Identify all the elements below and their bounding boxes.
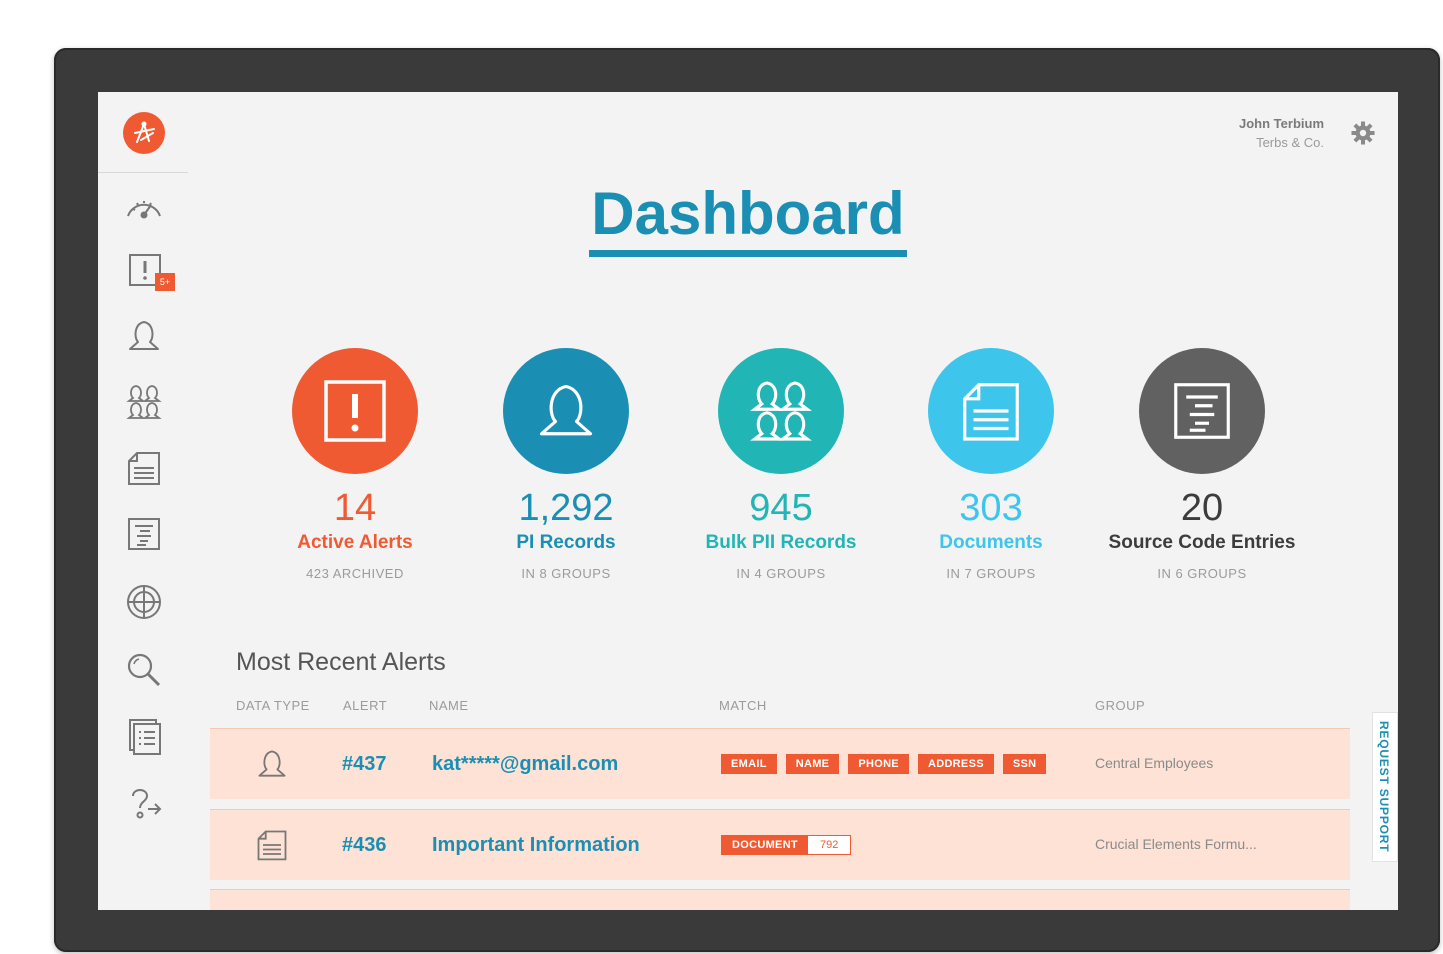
stat-value: 303 (959, 487, 1023, 529)
page-title: Dashboard (589, 182, 907, 257)
alert-name[interactable]: Important Information (432, 834, 640, 856)
sidebar-item-pi-records[interactable] (120, 314, 168, 358)
stat-circle (1139, 348, 1265, 474)
stat-label: Active Alerts (297, 532, 413, 553)
stat-value: 20 (1180, 487, 1224, 529)
table-row[interactable] (210, 889, 1350, 910)
stat-bulk-pii-records[interactable]: 945 Bulk PII Records IN 4 GROUPS (661, 348, 901, 581)
stat-circle (928, 348, 1054, 474)
stat-sub: IN 7 GROUPS (946, 566, 1036, 581)
person-icon (258, 750, 286, 777)
stat-label: Bulk PII Records (705, 532, 857, 553)
stat-value: 1,292 (518, 487, 614, 529)
stat-label: Source Code Entries (1108, 532, 1296, 553)
section-title: Most Recent Alerts (236, 648, 446, 676)
table-row[interactable]: #436 Important Information DOCUMENT 792 … (210, 809, 1350, 880)
help-icon (132, 789, 162, 819)
logo-icon (134, 121, 155, 143)
person-icon (539, 384, 593, 436)
group-icon (126, 385, 162, 419)
stat-circle (718, 348, 844, 474)
stat-value: 945 (749, 487, 813, 529)
column-header-name: NAME (429, 698, 469, 713)
column-header-alert: ALERT (343, 698, 388, 713)
match-tag: ADDRESS (917, 754, 994, 774)
group-icon (750, 381, 812, 441)
logo[interactable] (123, 112, 165, 154)
sidebar: 5+ (98, 92, 188, 910)
user-info[interactable]: John Terbium Terbs & Co. (1239, 116, 1324, 150)
gear-icon[interactable] (1350, 120, 1376, 146)
stat-circle (503, 348, 629, 474)
source-code-icon (128, 518, 160, 550)
stat-source-code-entries[interactable]: 20 Source Code Entries IN 6 GROUPS (1082, 348, 1322, 581)
stat-sub: IN 6 GROUPS (1157, 566, 1247, 581)
alert-icon (129, 254, 161, 286)
stat-sub: 423 ARCHIVED (306, 566, 404, 581)
stat-active-alerts[interactable]: 14 Active Alerts 423 ARCHIVED (235, 348, 475, 581)
match-tag: NAME (785, 754, 840, 774)
person-icon (129, 321, 159, 350)
stat-sub: IN 8 GROUPS (521, 566, 611, 581)
sidebar-item-search[interactable] (120, 648, 168, 692)
sidebar-item-reports[interactable] (120, 714, 168, 758)
sidebar-item-documents[interactable] (120, 446, 168, 490)
search-icon (127, 653, 161, 687)
stat-pi-records[interactable]: 1,292 PI Records IN 8 GROUPS (446, 348, 686, 581)
column-header-group: GROUP (1095, 698, 1146, 713)
stat-value: 14 (333, 487, 377, 529)
sidebar-item-source-code[interactable] (120, 512, 168, 556)
document-icon (128, 452, 160, 485)
stat-documents[interactable]: 303 Documents IN 7 GROUPS (871, 348, 1111, 581)
sidebar-item-dashboard[interactable] (120, 186, 168, 230)
document-icon (257, 830, 287, 861)
match-tags: EMAIL NAME PHONE ADDRESS SSN (721, 754, 1047, 774)
stat-circle (292, 348, 418, 474)
table-row[interactable]: #437 kat*****@gmail.com EMAIL NAME PHONE… (210, 728, 1350, 799)
stat-label: Documents (939, 532, 1043, 553)
alert-id[interactable]: #436 (342, 834, 387, 856)
speedometer-icon (127, 201, 161, 219)
user-name: John Terbium (1239, 116, 1324, 131)
screen: 5+ (98, 92, 1398, 910)
title-wrap: Dashboard (98, 182, 1398, 257)
match-count: 792 (807, 836, 851, 854)
sidebar-item-alerts[interactable] (120, 248, 168, 292)
stat-label: PI Records (516, 532, 616, 553)
column-header-match: MATCH (719, 698, 767, 713)
match-tag: PHONE (848, 754, 909, 774)
sidebar-item-bulk-pii[interactable] (120, 380, 168, 424)
request-support-label: REQUEST SUPPORT (1377, 721, 1391, 853)
match-tag: SSN (1002, 754, 1047, 774)
request-support-button[interactable]: REQUEST SUPPORT (1372, 712, 1398, 862)
sidebar-item-help[interactable] (120, 782, 168, 826)
globe-icon (127, 585, 161, 619)
alert-name[interactable]: kat*****@gmail.com (432, 753, 619, 775)
user-company: Terbs & Co. (1256, 135, 1324, 150)
match-tags: DOCUMENT 792 (721, 835, 852, 855)
stat-sub: IN 4 GROUPS (736, 566, 826, 581)
alert-icon (324, 380, 386, 442)
alert-id[interactable]: #437 (342, 753, 387, 775)
logo-divider (98, 172, 188, 173)
document-match-tag: DOCUMENT 792 (721, 835, 852, 855)
list-icon (129, 719, 161, 755)
document-icon (963, 383, 1019, 441)
source-code-icon (1174, 383, 1230, 439)
sidebar-item-network[interactable] (120, 580, 168, 624)
column-header-data-type: DATA TYPE (236, 698, 310, 713)
match-tag: EMAIL (721, 754, 777, 774)
alert-group: Crucial Elements Formu... (1095, 836, 1257, 852)
alert-group: Central Employees (1095, 755, 1214, 771)
match-tag: DOCUMENT (722, 836, 808, 854)
alerts-badge: 5+ (155, 273, 175, 291)
